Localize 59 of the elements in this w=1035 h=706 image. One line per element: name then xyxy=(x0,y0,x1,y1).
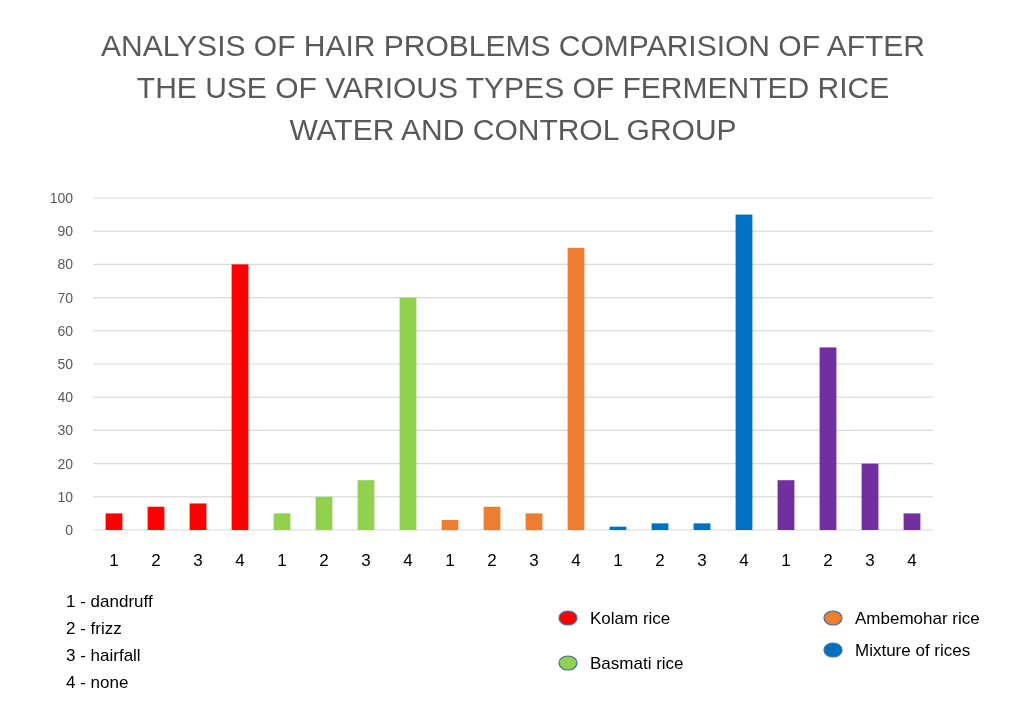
y-tick-label: 70 xyxy=(57,289,74,306)
bar xyxy=(525,513,543,530)
bar xyxy=(861,463,879,530)
x-tick-label: 3 xyxy=(697,551,707,570)
x-tick-label: 4 xyxy=(235,551,245,570)
x-tick-label: 2 xyxy=(151,551,161,570)
bar xyxy=(231,264,249,530)
y-tick-label: 10 xyxy=(57,488,74,505)
x-tick-label: 1 xyxy=(613,551,623,570)
bar xyxy=(273,513,291,530)
y-tick-label: 100 xyxy=(49,189,74,206)
y-tick-label: 40 xyxy=(57,389,74,406)
bar xyxy=(819,347,837,530)
bar xyxy=(693,523,711,530)
chart-title: ANALYSIS OF HAIR PROBLEMS COMPARISION OF AFTER THE USE OF VARIOUS TYPES OF FERMENTED RICE WATER AND CONTROL GROUP xyxy=(100,29,926,146)
bar xyxy=(777,480,795,530)
y-tick-label: 0 xyxy=(65,521,74,538)
legend-label: Kolam rice xyxy=(590,608,671,628)
x-tick-label: 3 xyxy=(361,551,371,570)
bar xyxy=(483,506,501,530)
x-tick-label: 4 xyxy=(571,551,581,570)
legend-label: Ambemohar rice xyxy=(855,608,980,628)
bar xyxy=(189,503,207,530)
x-tick-label: 4 xyxy=(403,551,413,570)
legend-label: Mixture of rices xyxy=(855,640,971,660)
y-tick-label: 20 xyxy=(57,455,74,472)
y-tick-label: 30 xyxy=(57,422,74,439)
text: 2 - frizz xyxy=(66,619,122,638)
x-tick-label: 2 xyxy=(823,551,833,570)
y-tick-label: 80 xyxy=(57,256,74,273)
bar xyxy=(357,480,375,530)
x-tick-label: 3 xyxy=(865,551,875,570)
text: 1 - dandruff xyxy=(66,592,153,611)
text: 4 - none xyxy=(66,673,129,692)
x-tick-label: 1 xyxy=(277,551,287,570)
x-tick-label: 4 xyxy=(907,551,917,570)
y-tick-label: 90 xyxy=(57,223,74,240)
x-tick-label: 3 xyxy=(193,551,203,570)
bar xyxy=(903,513,921,530)
x-tick-label: 2 xyxy=(319,551,329,570)
bar xyxy=(651,523,669,530)
x-tick-label: 3 xyxy=(529,551,539,570)
y-tick-label: 50 xyxy=(57,355,74,372)
x-tick-label: 2 xyxy=(655,551,665,570)
legend-label: Basmati rice xyxy=(590,653,684,673)
bar xyxy=(147,506,165,530)
text: 3 - hairfall xyxy=(66,646,141,665)
x-tick-label: 2 xyxy=(487,551,497,570)
x-tick-label: 1 xyxy=(781,551,791,570)
bar xyxy=(441,520,459,530)
x-tick-label: 4 xyxy=(739,551,749,570)
bar xyxy=(315,496,333,530)
bar xyxy=(735,214,753,530)
bar xyxy=(105,513,123,530)
y-tick-label: 60 xyxy=(57,322,74,339)
x-tick-label: 1 xyxy=(445,551,455,570)
bar xyxy=(399,297,417,530)
bar xyxy=(567,247,585,530)
x-tick-label: 1 xyxy=(109,551,119,570)
